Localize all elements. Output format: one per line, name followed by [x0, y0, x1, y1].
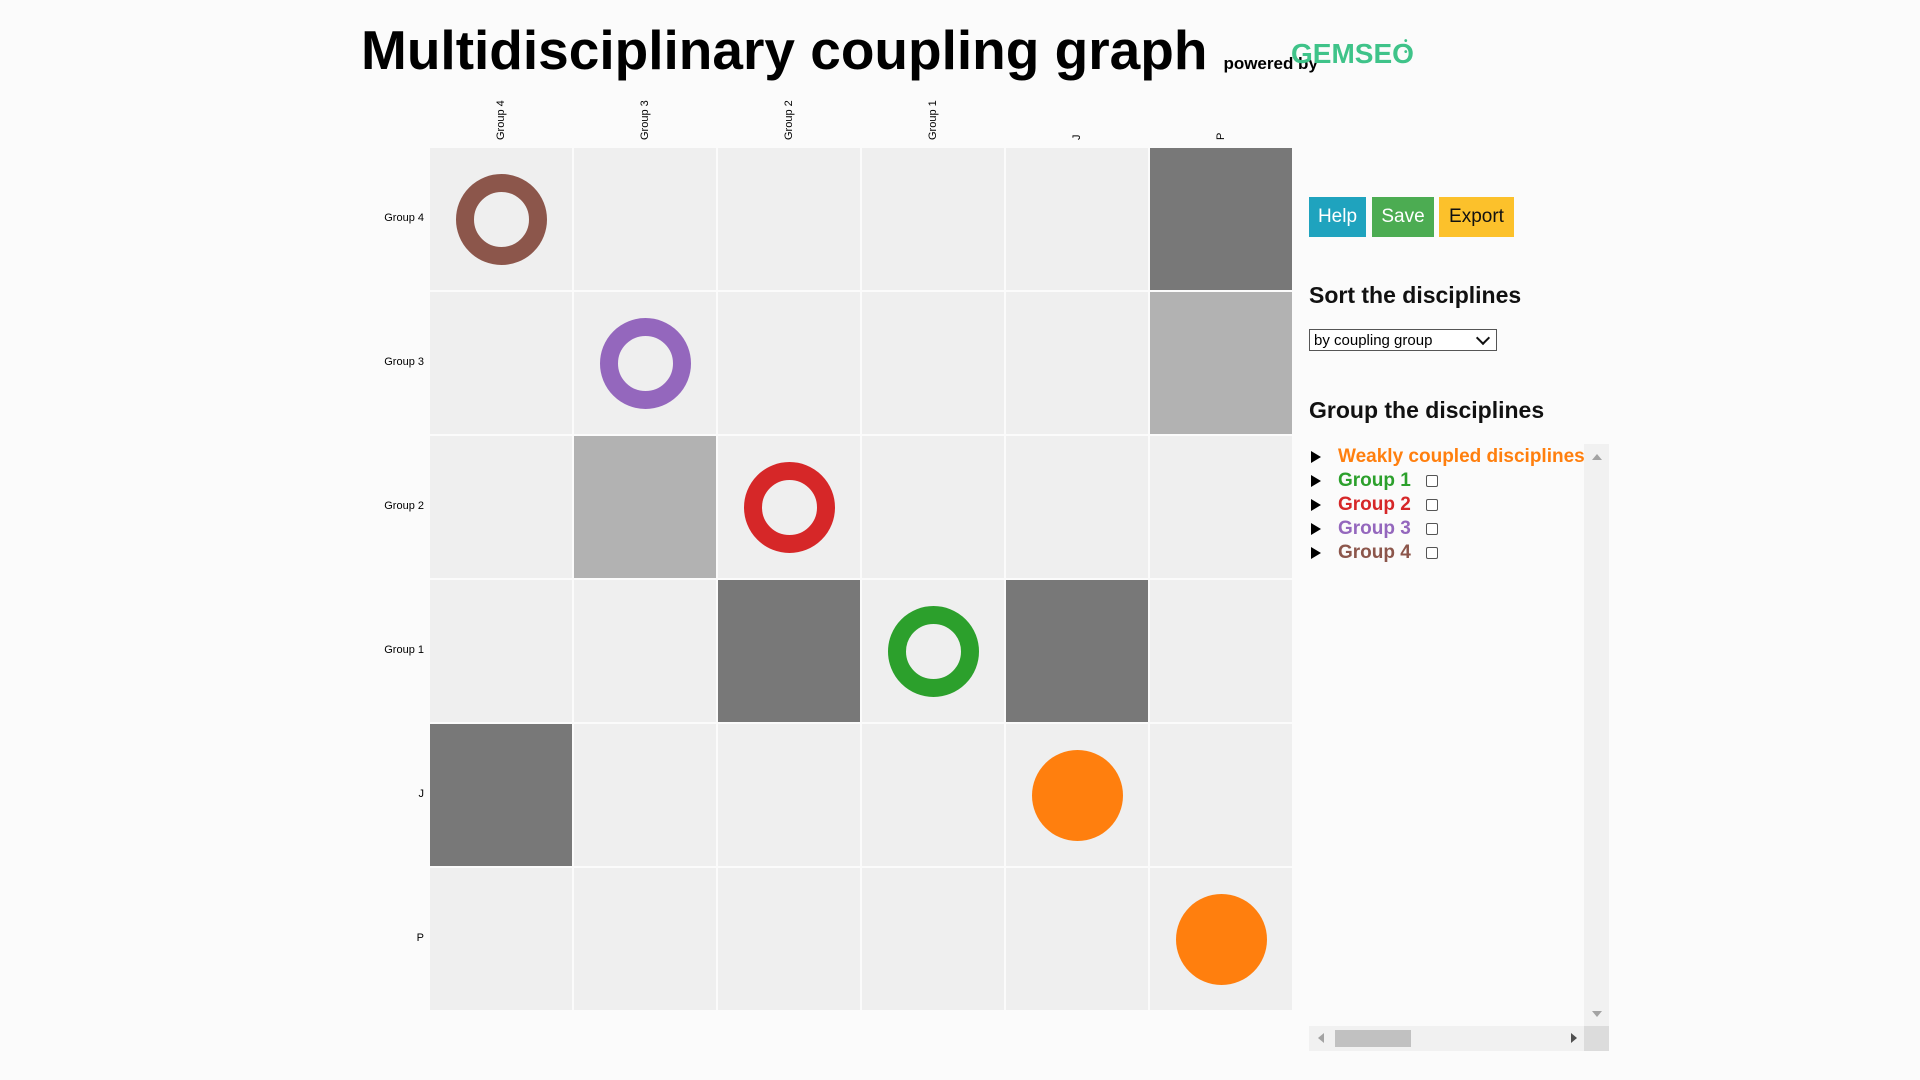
group-label: Group 1	[1338, 470, 1411, 491]
matrix-cell[interactable]	[430, 580, 572, 722]
group-checkbox[interactable]	[1425, 523, 1438, 535]
matrix-cell[interactable]	[862, 292, 1004, 434]
gemseo-logo: GEMSEO • •	[1291, 36, 1414, 70]
group-list-item[interactable]: Weakly coupled disciplines	[1309, 446, 1584, 468]
matrix-cell[interactable]	[1150, 148, 1292, 290]
group-panel: Weakly coupled disciplines Group 1 Group 2…	[1309, 444, 1609, 1051]
group-list-item[interactable]: Group 2	[1309, 494, 1438, 516]
group-list-item[interactable]: Group 4	[1309, 542, 1438, 564]
group-checkbox[interactable]	[1425, 499, 1438, 511]
matrix-cell[interactable]	[574, 868, 716, 1010]
matrix-cell[interactable]	[1006, 868, 1148, 1010]
matrix-cell[interactable]	[862, 868, 1004, 1010]
expand-triangle-icon[interactable]	[1311, 547, 1321, 559]
page-title: Multidisciplinary coupling graph	[361, 19, 1208, 81]
group-heading: Group the disciplines	[1309, 397, 1545, 423]
scrollbar-corner	[1584, 1026, 1609, 1051]
group-checkbox[interactable]	[1425, 547, 1438, 559]
matrix-cell[interactable]	[1150, 436, 1292, 578]
matrix-cell[interactable]	[862, 724, 1004, 866]
column-label: Group 4	[495, 100, 507, 140]
powered-by-text: powered by	[1223, 54, 1318, 73]
group-ring-marker[interactable]	[599, 317, 691, 409]
sort-heading: Sort the disciplines	[1309, 282, 1522, 308]
group-ring-marker[interactable]	[887, 605, 979, 697]
matrix-cell[interactable]	[718, 580, 860, 722]
help-button[interactable]: Help	[1309, 197, 1366, 237]
group-list: Weakly coupled disciplines Group 1 Group 2…	[1309, 444, 1584, 1026]
matrix-cell[interactable]	[430, 724, 572, 866]
matrix-cell[interactable]	[718, 868, 860, 1010]
column-label: Group 1	[927, 100, 939, 140]
group-label: Weakly coupled disciplines	[1338, 446, 1584, 467]
matrix-cell[interactable]	[1006, 580, 1148, 722]
expand-triangle-icon[interactable]	[1311, 451, 1321, 463]
expand-triangle-icon[interactable]	[1311, 499, 1321, 511]
sort-select-value: by coupling group	[1314, 331, 1433, 349]
save-button[interactable]: Save	[1372, 197, 1434, 237]
header: Multidisciplinary coupling graph powered…	[361, 18, 1318, 88]
row-label: J	[418, 788, 425, 800]
scroll-left-icon[interactable]	[1318, 1033, 1324, 1043]
matrix-cell[interactable]	[718, 148, 860, 290]
matrix-cell[interactable]	[430, 868, 572, 1010]
logo-text: GEMSEO	[1291, 38, 1414, 69]
matrix-cell[interactable]	[574, 148, 716, 290]
group-ring-marker[interactable]	[743, 461, 835, 553]
matrix-cell[interactable]	[718, 292, 860, 434]
matrix-cell[interactable]	[862, 436, 1004, 578]
scroll-down-icon[interactable]	[1592, 1011, 1602, 1017]
matrix-cell[interactable]	[1006, 292, 1148, 434]
group-list-item[interactable]: Group 1	[1309, 470, 1438, 492]
row-label: Group 2	[384, 500, 424, 512]
matrix-cell[interactable]	[862, 148, 1004, 290]
matrix-cell[interactable]	[718, 724, 860, 866]
coupling-matrix	[430, 148, 1294, 1012]
row-label: Group 1	[384, 644, 424, 656]
matrix-cell[interactable]	[1150, 724, 1292, 866]
matrix-cell[interactable]	[1006, 148, 1148, 290]
column-label: J	[1071, 134, 1083, 141]
column-label: Group 3	[639, 100, 651, 140]
horizontal-scrollbar[interactable]	[1309, 1026, 1584, 1051]
vertical-scrollbar[interactable]	[1584, 444, 1609, 1026]
matrix-cell[interactable]	[1150, 580, 1292, 722]
sort-select[interactable]: by coupling group	[1309, 329, 1497, 351]
group-label: Group 3	[1338, 518, 1411, 539]
group-list-item[interactable]: Group 3	[1309, 518, 1438, 540]
matrix-cell[interactable]	[574, 724, 716, 866]
scroll-up-icon[interactable]	[1592, 454, 1602, 460]
column-label: Group 2	[783, 100, 795, 140]
logo-dots: • •	[1404, 36, 1409, 58]
row-label: Group 3	[384, 356, 424, 368]
column-label: P	[1215, 132, 1227, 140]
expand-triangle-icon[interactable]	[1311, 475, 1321, 487]
matrix-cell[interactable]	[430, 292, 572, 434]
expand-triangle-icon[interactable]	[1311, 523, 1321, 535]
matrix-cell[interactable]	[574, 580, 716, 722]
export-button[interactable]: Export	[1439, 197, 1514, 237]
scrollbar-thumb[interactable]	[1335, 1030, 1411, 1047]
matrix-cell[interactable]	[430, 436, 572, 578]
scroll-right-icon[interactable]	[1571, 1033, 1577, 1043]
group-label: Group 2	[1338, 494, 1411, 515]
matrix-cell[interactable]	[1150, 292, 1292, 434]
discipline-dot-marker[interactable]	[1175, 893, 1267, 985]
group-label: Group 4	[1338, 542, 1411, 563]
row-label: P	[416, 932, 424, 944]
discipline-dot-marker[interactable]	[1031, 749, 1123, 841]
matrix-cell[interactable]	[574, 436, 716, 578]
group-ring-marker[interactable]	[455, 173, 547, 265]
row-label: Group 4	[384, 212, 424, 224]
group-checkbox[interactable]	[1425, 475, 1438, 487]
chevron-down-icon	[1475, 330, 1491, 345]
matrix-cell[interactable]	[1006, 436, 1148, 578]
